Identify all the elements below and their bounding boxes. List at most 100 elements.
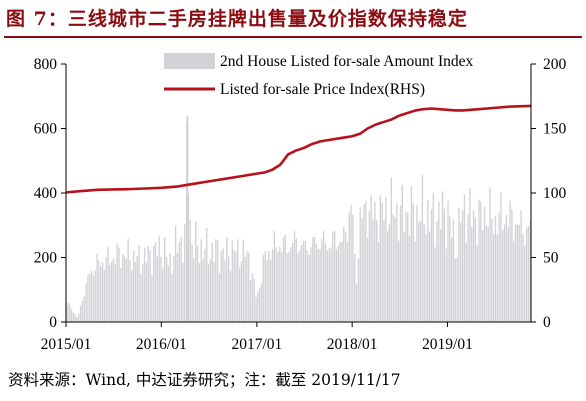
line-series xyxy=(65,104,532,194)
x-tick-label: 2016/01 xyxy=(136,336,187,353)
bar xyxy=(202,259,204,322)
bar xyxy=(410,185,413,322)
bar xyxy=(189,219,191,322)
bar xyxy=(333,230,336,322)
bar xyxy=(147,246,149,322)
bar xyxy=(354,253,356,322)
bar xyxy=(445,248,447,322)
bar xyxy=(220,251,223,322)
bar xyxy=(434,247,436,322)
bar xyxy=(173,256,175,322)
bar xyxy=(401,184,403,322)
bar xyxy=(111,261,113,322)
bar xyxy=(376,220,378,322)
bar xyxy=(368,211,371,322)
bar xyxy=(138,245,140,322)
bar xyxy=(317,248,319,322)
bar xyxy=(85,283,87,322)
bar xyxy=(127,238,129,322)
bar xyxy=(184,223,186,322)
bar xyxy=(346,241,349,322)
chart: 2015/01 2016/01 2017/01 2018/01 2019/01 0 200… xyxy=(34,53,567,353)
bar xyxy=(341,241,343,322)
bar xyxy=(350,204,352,322)
bar xyxy=(449,215,451,322)
bar xyxy=(153,246,155,322)
bar xyxy=(514,224,517,322)
bar xyxy=(471,226,473,322)
y-left-ticks: 0 200 400 600 800 xyxy=(34,56,66,331)
bar xyxy=(529,219,531,322)
bar xyxy=(498,212,500,322)
bar xyxy=(293,231,296,322)
bar xyxy=(100,266,102,322)
bar xyxy=(516,223,519,322)
bar xyxy=(295,238,297,322)
bar xyxy=(308,255,310,322)
bar xyxy=(129,260,131,322)
bar xyxy=(436,221,438,322)
bar xyxy=(125,258,127,322)
bar xyxy=(149,250,151,322)
bar xyxy=(96,253,98,322)
bar xyxy=(524,245,526,322)
bar xyxy=(425,234,427,322)
bar xyxy=(502,229,504,322)
bar xyxy=(299,249,301,322)
bar xyxy=(454,259,456,322)
bar xyxy=(134,261,137,322)
bar xyxy=(268,250,270,322)
price-index-line xyxy=(65,104,532,194)
y-right-tick-label: 50 xyxy=(543,250,559,267)
y-left-tick-label: 800 xyxy=(34,56,58,73)
bar xyxy=(511,209,513,322)
bar xyxy=(291,243,294,322)
bar xyxy=(527,226,530,322)
bar xyxy=(176,253,179,322)
bar xyxy=(482,230,484,322)
bar-series xyxy=(65,115,531,322)
legend-bar-label: 2nd House Listed for-sale Amount Index xyxy=(220,53,473,70)
bar xyxy=(193,258,195,322)
bar xyxy=(321,238,323,322)
y-right-ticks: 0 50 100 150 200 xyxy=(531,56,567,331)
bar xyxy=(423,224,425,322)
bar xyxy=(109,264,111,322)
bar xyxy=(164,237,166,322)
bar xyxy=(365,201,367,322)
bar xyxy=(255,297,257,322)
y-right-tick-label: 150 xyxy=(543,121,567,138)
title-underline xyxy=(4,36,582,38)
bar xyxy=(421,175,424,322)
bar xyxy=(227,256,230,322)
bar xyxy=(246,251,248,322)
bar xyxy=(262,255,265,322)
bar xyxy=(494,216,497,322)
bar xyxy=(408,236,411,322)
bar xyxy=(461,210,464,322)
bar xyxy=(67,302,69,322)
bar xyxy=(74,314,76,322)
bar xyxy=(217,240,219,322)
bar xyxy=(315,243,318,322)
bar xyxy=(233,250,235,322)
bar xyxy=(264,251,266,322)
bar xyxy=(379,195,382,322)
bar xyxy=(237,239,239,322)
bar xyxy=(332,232,334,322)
bar xyxy=(143,247,146,322)
bar xyxy=(297,252,299,322)
bar xyxy=(231,240,233,322)
bar xyxy=(366,237,369,322)
bar xyxy=(191,244,193,322)
x-tick-label: 2018/01 xyxy=(327,336,378,353)
bar xyxy=(323,231,325,322)
bar xyxy=(432,192,435,322)
bar xyxy=(259,287,261,322)
bar xyxy=(162,268,164,322)
bar xyxy=(229,270,232,322)
bar xyxy=(107,246,109,322)
bar xyxy=(344,232,347,322)
bar xyxy=(275,247,277,322)
bar xyxy=(105,257,107,322)
